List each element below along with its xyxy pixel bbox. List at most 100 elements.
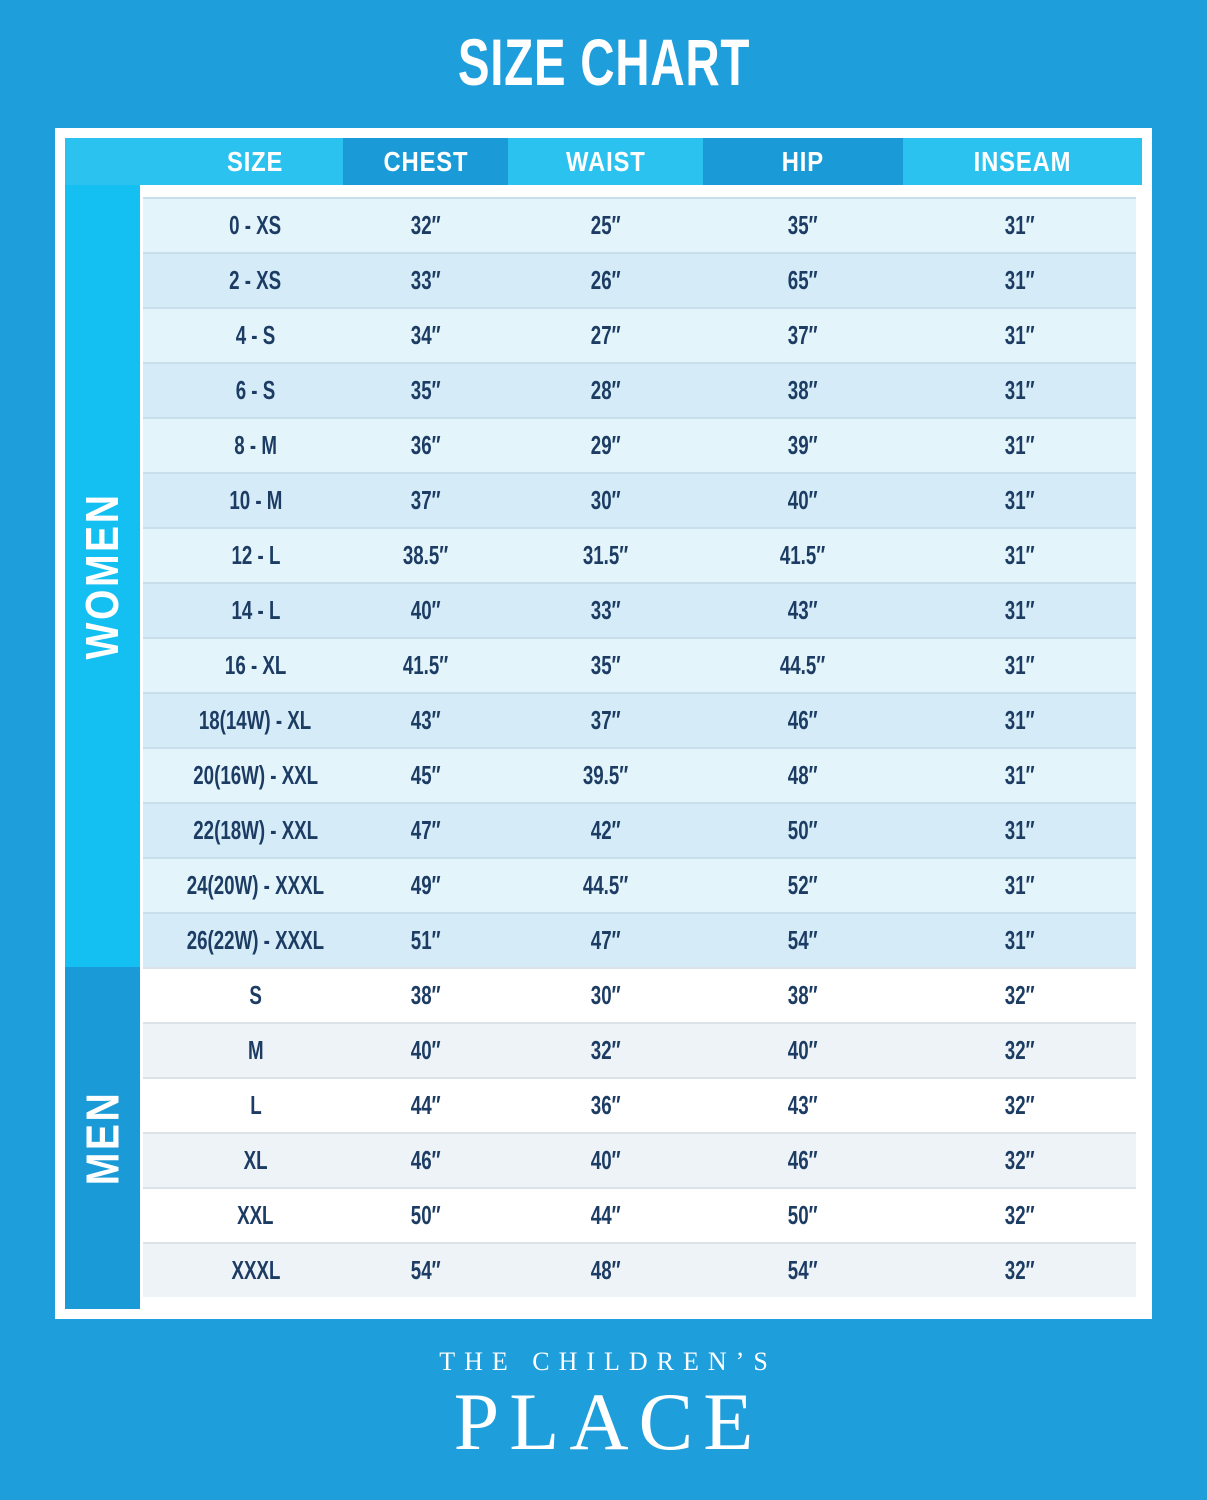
cell-text: 26(22W) - XXXL	[186, 925, 325, 955]
cell-text: 31″	[1004, 705, 1035, 735]
size-cell: 24(20W) - XXXL	[143, 859, 343, 912]
measurement-cell: 44″	[508, 1189, 703, 1242]
women-section-band: WOMEN	[65, 185, 140, 967]
cell-text: 65″	[788, 265, 818, 295]
measurement-cell: 25″	[508, 199, 703, 252]
measurement-cell: 41.5″	[703, 529, 903, 582]
table-row: 16 - XL 41.5″ 35″ 44.5″ 31″	[143, 637, 1136, 692]
measurement-cell: 54″	[343, 1244, 508, 1297]
measurement-cell: 37″	[508, 694, 703, 747]
measurement-cell: 31″	[903, 529, 1136, 582]
cell-text: 49″	[410, 870, 441, 900]
measurement-cell: 32″	[508, 1024, 703, 1077]
cell-text: 40″	[410, 1035, 441, 1065]
measurement-cell: 33″	[343, 254, 508, 307]
measurement-cell: 31″	[903, 199, 1136, 252]
cell-text: 32″	[1004, 1255, 1035, 1285]
measurement-cell: 30″	[508, 969, 703, 1022]
measurement-cell: 51″	[343, 914, 508, 967]
cell-text: 31″	[1004, 210, 1035, 240]
men-section-band: MEN	[65, 967, 140, 1309]
cell-text: 41.5″	[780, 540, 826, 570]
column-header-chest: CHEST	[343, 138, 508, 185]
measurement-cell: 54″	[703, 1244, 903, 1297]
measurement-cell: 31″	[903, 694, 1136, 747]
measurement-cell: 29″	[508, 419, 703, 472]
column-header-inseam: INSEAM	[903, 138, 1142, 185]
cell-text: 47″	[410, 815, 441, 845]
size-cell: 14 - L	[143, 584, 343, 637]
table-row: 12 - L 38.5″ 31.5″ 41.5″ 31″	[143, 527, 1136, 582]
header-left-segment: SIZE	[65, 138, 343, 185]
size-cell: 6 - S	[143, 364, 343, 417]
measurement-cell: 31″	[903, 364, 1136, 417]
table-row: XL 46″ 40″ 46″ 32″	[143, 1132, 1136, 1187]
table-row: 20(16W) - XXL 45″ 39.5″ 48″ 31″	[143, 747, 1136, 802]
size-cell: 10 - M	[143, 474, 343, 527]
measurement-cell: 37″	[703, 309, 903, 362]
size-cell: 16 - XL	[143, 639, 343, 692]
cell-text: 40″	[788, 485, 818, 515]
cell-text: 39.5″	[582, 760, 629, 790]
measurement-cell: 44.5″	[508, 859, 703, 912]
column-header-label: CHEST	[383, 145, 468, 177]
cell-text: XXL	[237, 1200, 274, 1230]
cell-text: 38″	[410, 980, 441, 1010]
column-header-size: SIZE	[143, 138, 343, 185]
measurement-cell: 31″	[903, 309, 1136, 362]
size-cell: M	[143, 1024, 343, 1077]
table-row: 8 - M 36″ 29″ 39″ 31″	[143, 417, 1136, 472]
column-header-label: WAIST	[565, 145, 646, 177]
measurement-cell: 52″	[703, 859, 903, 912]
cell-text: 24(20W) - XXXL	[186, 870, 325, 900]
size-cell: 18(14W) - XL	[143, 694, 343, 747]
cell-text: 20(16W) - XXL	[193, 760, 318, 790]
cell-text: 43″	[788, 1090, 818, 1120]
cell-text: 39″	[788, 430, 818, 460]
measurement-cell: 35″	[703, 199, 903, 252]
measurement-cell: 32″	[903, 1244, 1136, 1297]
measurement-cell: 36″	[508, 1079, 703, 1132]
size-cell: XL	[143, 1134, 343, 1187]
cell-text: 38.5″	[402, 540, 449, 570]
measurement-cell: 38.5″	[343, 529, 508, 582]
cell-text: 2 - XS	[229, 265, 282, 295]
table-body: WOMEN MEN 0 - XS 32″ 25″ 35″ 31″ 2 - XS 33″ 26″…	[65, 185, 1142, 1309]
table-row: 22(18W) - XXL 47″ 42″ 50″ 31″	[143, 802, 1136, 857]
column-header-label: HIP	[781, 145, 825, 177]
size-cell: 12 - L	[143, 529, 343, 582]
cell-text: 44″	[590, 1200, 621, 1230]
table-row: 2 - XS 33″ 26″ 65″ 31″	[143, 252, 1136, 307]
cell-text: 50″	[788, 1200, 818, 1230]
cell-text: 30″	[590, 485, 621, 515]
measurement-cell: 43″	[343, 694, 508, 747]
measurement-cell: 32″	[903, 969, 1136, 1022]
brand-name-bottom: PLACE	[453, 1376, 764, 1467]
size-cell: XXXL	[143, 1244, 343, 1297]
size-table-frame: SIZE CHEST WAIST HIP INSEAM WOMEN	[55, 128, 1152, 1319]
cell-text: 31″	[1004, 540, 1035, 570]
measurement-cell: 35″	[508, 639, 703, 692]
cell-text: 54″	[788, 1255, 818, 1285]
cell-text: 44.5″	[780, 650, 826, 680]
cell-text: 43″	[788, 595, 818, 625]
measurement-cell: 27″	[508, 309, 703, 362]
brand-name-top: THE CHILDREN’S	[439, 1347, 777, 1376]
cell-text: 10 - M	[228, 485, 283, 515]
measurement-cell: 65″	[703, 254, 903, 307]
cell-text: S	[249, 980, 262, 1010]
cell-text: 6 - S	[235, 375, 276, 405]
size-cell: XXL	[143, 1189, 343, 1242]
cell-text: 31″	[1004, 815, 1035, 845]
measurement-cell: 40″	[343, 584, 508, 637]
cell-text: 36″	[410, 430, 441, 460]
measurement-cell: 38″	[703, 969, 903, 1022]
column-header-waist: WAIST	[508, 138, 703, 185]
measurement-cell: 40″	[343, 1024, 508, 1077]
cell-text: 31.5″	[582, 540, 629, 570]
cell-text: 8 - M	[234, 430, 277, 460]
cell-text: 31″	[1004, 265, 1035, 295]
men-section-label: MEN	[76, 1090, 129, 1186]
cell-text: 40″	[410, 595, 441, 625]
